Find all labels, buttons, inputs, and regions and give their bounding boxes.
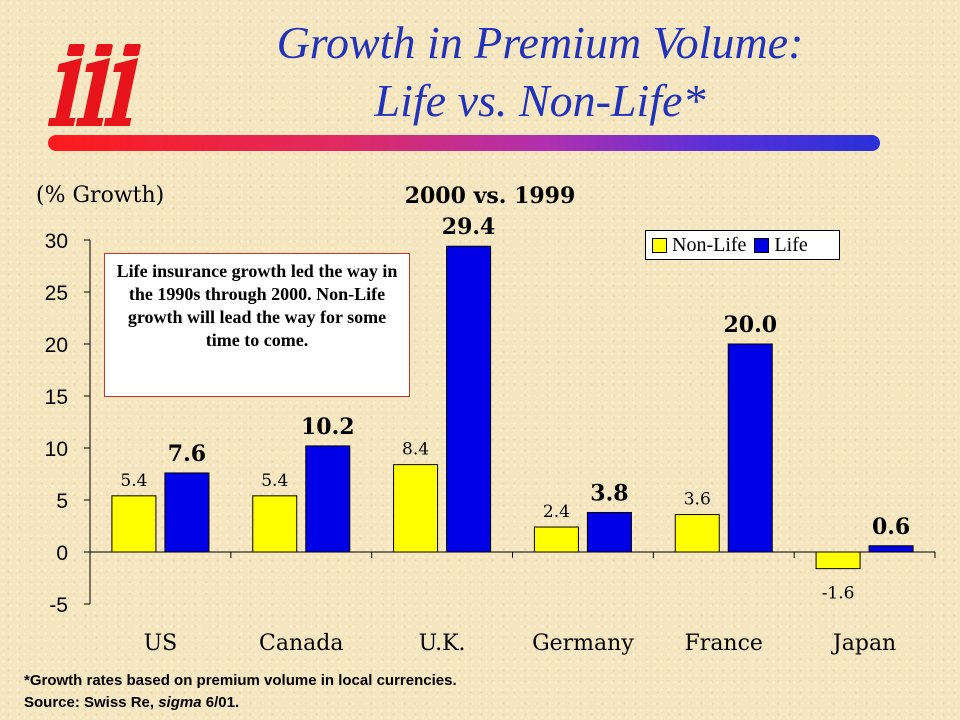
source-line: Source: Swiss Re, sigma 6/01. — [24, 692, 457, 714]
bar-life — [164, 472, 210, 553]
y-tick-label: 10 — [45, 438, 68, 461]
y-tick-label: 25 — [45, 282, 68, 305]
annotation-box: Life insurance growth led the way in the… — [104, 253, 410, 397]
bar-life — [586, 511, 632, 553]
bar-life — [446, 245, 492, 553]
data-label-non-life: 8.4 — [402, 440, 429, 460]
data-label-non-life: 2.4 — [543, 502, 570, 522]
title-divider — [48, 135, 880, 151]
y-tick-label: 30 — [45, 230, 68, 253]
page-title-line-1: Growth in Premium Volume: — [276, 17, 804, 68]
data-label-non-life: 5.4 — [261, 471, 288, 491]
bar-non-life — [815, 551, 861, 570]
y-tick-label: 0 — [56, 542, 68, 565]
x-tick-label: Canada — [259, 631, 343, 656]
data-label-non-life: 5.4 — [120, 471, 147, 491]
bar-non-life — [393, 464, 439, 553]
data-label-non-life: -1.6 — [822, 584, 855, 604]
bar-non-life — [674, 514, 720, 553]
bar-life — [727, 343, 773, 553]
y-tick-label: 20 — [45, 334, 68, 357]
bar-non-life — [533, 526, 579, 553]
source-publication: sigma — [158, 694, 202, 711]
iii-logo — [48, 44, 141, 126]
legend-label-life: Life — [774, 233, 808, 256]
y-tick-label: 5 — [56, 490, 68, 513]
data-label-life: 29.4 — [442, 214, 496, 240]
y-axis-label: (% Growth) — [36, 183, 165, 208]
legend-item-life: Life — [754, 233, 808, 257]
x-tick-label: France — [685, 631, 763, 656]
legend-label-non-life: Non-Life — [672, 233, 747, 256]
legend-swatch-life — [754, 237, 770, 253]
bar-life — [305, 445, 351, 553]
source-prefix: Source: Swiss Re, — [24, 694, 159, 711]
data-label-life: 10.2 — [301, 414, 355, 440]
bar-non-life — [111, 495, 157, 553]
footnote: *Growth rates based on premium volume in… — [24, 670, 457, 714]
data-label-life: 7.6 — [168, 441, 206, 467]
data-label-life: 3.8 — [590, 480, 628, 506]
x-tick-label: US — [144, 631, 178, 656]
bar-life — [868, 545, 914, 553]
x-tick-label: Japan — [831, 631, 896, 656]
y-tick-label: -5 — [49, 594, 68, 617]
chart-title: 2000 vs. 1999 — [404, 183, 576, 209]
x-tick-label: Germany — [532, 631, 634, 656]
data-label-life: 20.0 — [723, 312, 777, 338]
bar-non-life — [252, 495, 298, 553]
page-title-line-2: Life vs. Non-Life* — [374, 75, 706, 126]
data-label-life: 0.6 — [872, 514, 910, 540]
legend-swatch-non-life — [652, 237, 667, 253]
data-label-non-life: 3.6 — [684, 490, 711, 510]
x-tick-label: U.K. — [419, 631, 466, 656]
footnote-text: *Growth rates based on premium volume in… — [24, 672, 457, 689]
legend-item-non-life: Non-Life — [652, 234, 746, 257]
y-tick-label: 15 — [45, 386, 68, 409]
source-suffix: 6/01. — [201, 694, 240, 711]
chart-legend: Non-Life Life — [645, 230, 840, 260]
